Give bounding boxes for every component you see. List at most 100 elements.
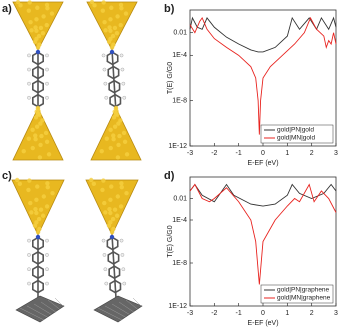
gold-atom <box>106 39 112 45</box>
gold-atom <box>49 11 55 16</box>
hydrogen <box>45 81 49 86</box>
graphene-lattice <box>33 303 53 316</box>
graphene-lattice <box>47 299 61 310</box>
gold-atom <box>28 19 33 25</box>
gold-atom <box>107 25 112 30</box>
gold-atom <box>37 112 42 117</box>
gold-atom <box>35 184 40 189</box>
gold-atom <box>35 5 40 10</box>
gold-atom <box>119 181 124 186</box>
hydrogen <box>101 53 106 58</box>
x-tick-label: -3 <box>187 150 193 157</box>
gold-atom <box>108 145 113 151</box>
gold-atom <box>44 22 49 28</box>
gold-atom <box>17 181 23 187</box>
gold-atom <box>112 109 117 114</box>
gold-atom <box>99 148 104 154</box>
gold-atom <box>34 109 39 114</box>
hydrogen <box>119 238 124 243</box>
y-axis-label: T(E) G/G0 <box>167 225 174 257</box>
graphene-lattice <box>118 301 135 313</box>
hydrogen <box>102 67 107 72</box>
gold-atom <box>32 39 38 45</box>
y-axis-label: T(E) G/G0 <box>167 62 174 94</box>
graphene-sheet <box>93 295 143 323</box>
gold-atom <box>117 133 122 139</box>
y-tick-label: 1E-12 <box>168 303 187 310</box>
phenyl-ring <box>32 250 44 265</box>
gold-atom <box>44 2 50 8</box>
y-tick-label: 1E-8 <box>172 98 187 105</box>
gold-atom <box>15 177 20 183</box>
gold-atom <box>33 206 38 212</box>
gold-atom <box>27 178 32 183</box>
hydrogen <box>45 253 49 257</box>
gold-atom <box>101 0 106 5</box>
gold-atom <box>34 197 39 202</box>
hydrogen <box>27 81 31 86</box>
graphene-lattice <box>97 307 123 321</box>
hydrogen <box>103 81 108 86</box>
gold-atom <box>43 130 49 136</box>
y-tick-label: 0.01 <box>173 30 187 37</box>
gold-atom <box>108 127 113 133</box>
gold-atom <box>21 148 26 154</box>
hydrogen <box>102 253 107 257</box>
gold-atom <box>109 45 115 50</box>
gold-atom <box>89 177 94 183</box>
gold-atom <box>108 17 113 22</box>
x-tick-label: 3 <box>334 310 338 317</box>
gold-atom <box>29 210 34 215</box>
y-tick-label: 1E-4 <box>172 217 187 224</box>
graphene-lattice <box>111 303 131 316</box>
legend-box <box>260 124 334 144</box>
phenyl-ring <box>107 65 120 80</box>
y-tick-label: 1E-8 <box>172 260 187 267</box>
gold-atom <box>100 187 105 193</box>
gold-atom <box>26 8 32 13</box>
x-tick-label: -2 <box>211 150 217 157</box>
hydrogen <box>27 95 31 100</box>
series-line <box>189 16 337 53</box>
gold-atom <box>30 145 35 151</box>
gold-atom <box>114 31 120 36</box>
gold-atom <box>37 155 43 160</box>
hydrogen <box>27 267 31 272</box>
gold-atom <box>118 22 123 28</box>
graphene-lattice <box>125 299 139 310</box>
phenyl-ring <box>32 79 44 94</box>
gold-atom <box>45 181 50 186</box>
gold-atom <box>36 33 42 39</box>
gold-atom <box>34 28 39 33</box>
phenyl-ring <box>32 265 44 280</box>
gold-atom <box>115 155 121 160</box>
gold-atom <box>124 191 129 196</box>
gold-atom <box>115 194 121 199</box>
gold-atom <box>92 3 97 8</box>
gold-atom <box>111 137 116 142</box>
gold-atom <box>108 28 113 33</box>
phenyl-ring <box>108 265 121 280</box>
gold-atom <box>122 139 128 144</box>
gold-atom <box>40 118 45 123</box>
gold-cluster <box>12 107 64 161</box>
gold-atom <box>28 200 33 206</box>
gold-atom <box>107 206 112 212</box>
x-tick-label: 1 <box>285 310 289 317</box>
gold-atom <box>26 136 31 141</box>
hydrogen <box>104 281 109 286</box>
graphene-sheet <box>15 295 65 323</box>
series-line <box>189 183 337 207</box>
gold-atom <box>45 184 50 190</box>
gold-atom <box>114 213 120 218</box>
graphene-lattice <box>54 297 65 308</box>
gold-atom <box>41 194 47 199</box>
gold-atom <box>112 124 118 129</box>
legend-label: gold|MN|gold <box>277 135 315 142</box>
gold-atom <box>35 45 41 50</box>
legend-label: gold|MN|graphene <box>277 295 331 302</box>
gold-atom <box>108 197 113 202</box>
gold-atom <box>102 200 107 206</box>
hydrogen <box>101 238 106 243</box>
gold-atom <box>108 220 113 225</box>
